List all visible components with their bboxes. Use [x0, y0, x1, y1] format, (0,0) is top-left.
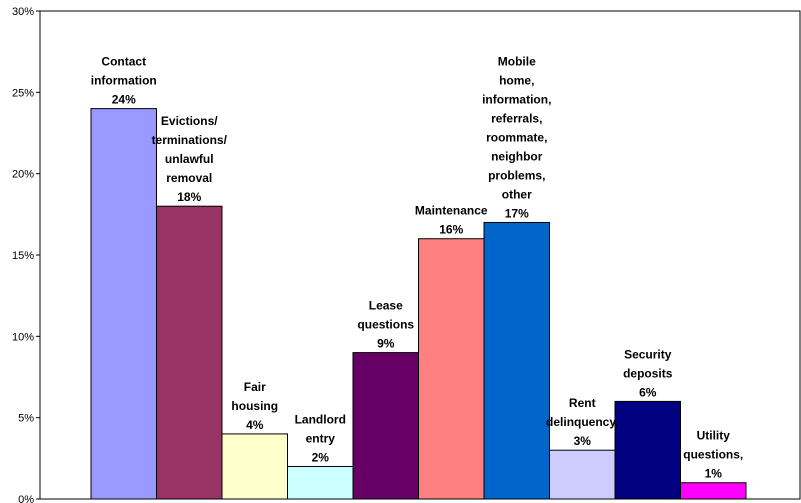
bar: Security deposits [614, 400, 681, 500]
bar: Maintenance [418, 238, 485, 500]
y-tick-label: 0% [18, 494, 34, 503]
bar-data-label: Fair housing 4% [231, 380, 278, 432]
bar: Mobile home, information, referrals, roo… [483, 221, 550, 500]
y-tick-label: 25% [12, 87, 34, 99]
bar: Landlord entry [287, 465, 354, 500]
data-labels: Contact information 24% Evictions/terminati… [91, 54, 744, 480]
bar-data-label: Mobile home, information, referrals, roommat… [482, 54, 551, 220]
bar-data-label: Lease questions 9% [357, 299, 414, 351]
bar-data-label: Security deposits 6% [623, 347, 673, 399]
bar-data-label: Utility questions, 1% [683, 429, 743, 481]
bar-data-label: Rent delinquency, 3% [546, 396, 618, 448]
bar: Evictions/ terminations/ unlawful remova… [156, 205, 223, 500]
bar-data-label: Contact information 24% [91, 55, 157, 107]
bar: Fair housing [221, 433, 288, 500]
y-tick-label: 20% [12, 169, 34, 181]
bar-data-label: Maintenance 16% [415, 204, 488, 237]
y-tick-label: 10% [12, 331, 34, 343]
y-axis: 0% 5% 10% 15% 20% 25% 30% [12, 6, 40, 503]
bars: Contact informationEvictions/ terminatio… [90, 108, 747, 500]
bar-data-label: Landlord entry 2% [295, 412, 346, 464]
y-tick-label: 15% [12, 250, 34, 262]
y-tick-label: 5% [18, 413, 34, 425]
y-tick-label: 30% [12, 6, 34, 18]
bar: Utility questions, [680, 482, 747, 500]
bar: Lease questions [352, 352, 419, 500]
bar-data-label: Evictions/terminations/unlawful removal 18… [152, 114, 228, 204]
bar: Contact information [90, 108, 157, 500]
bar: Rent delinquency [549, 449, 616, 500]
